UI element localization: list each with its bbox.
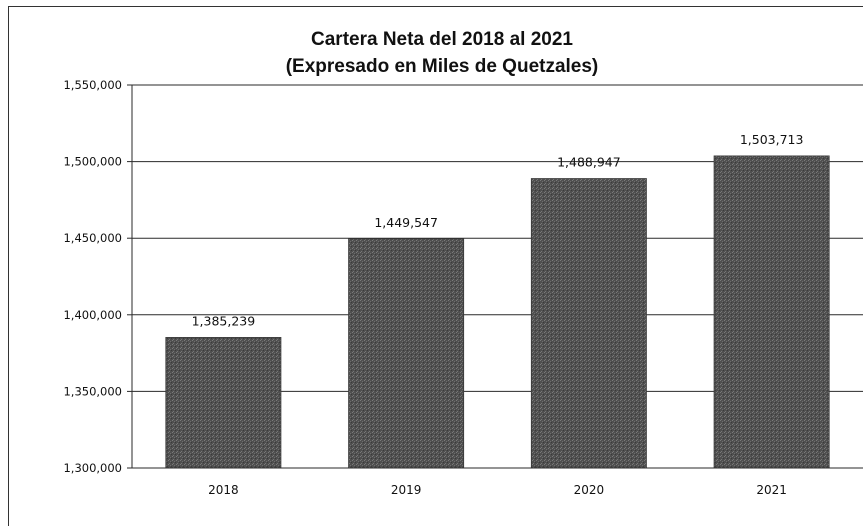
x-tick-label: 2020 (574, 483, 605, 497)
bar-2021 (713, 155, 830, 469)
y-axis: 1,300,000 1,350,000 1,400,000 1,450,000 1,50… (63, 78, 133, 475)
data-label: 1,385,239 (192, 313, 256, 328)
data-label: 1,488,947 (557, 155, 621, 170)
x-tick-label: 2018 (208, 483, 239, 497)
y-tick-label: 1,450,000 (63, 231, 122, 245)
x-tick-label: 2021 (756, 483, 787, 497)
chart-title: Cartera Neta del 2018 al 2021 (311, 29, 573, 50)
y-tick-label: 1,300,000 (63, 461, 122, 475)
y-tick-label: 1,550,000 (63, 78, 122, 92)
chart-subtitle: (Expresado en Miles de Quetzales) (286, 56, 599, 77)
data-label: 1,503,713 (740, 132, 804, 147)
x-tick-label: 2019 (391, 483, 422, 497)
bar-2018 (165, 337, 282, 469)
bar-2020 (530, 178, 647, 469)
y-tick-label: 1,350,000 (63, 384, 122, 398)
data-label: 1,449,547 (374, 215, 438, 230)
y-tick-label: 1,400,000 (63, 308, 122, 322)
bar-2019 (348, 238, 465, 469)
y-tick-label: 1,500,000 (63, 155, 122, 169)
x-axis: 2018 2019 2020 2021 (132, 467, 863, 497)
bars: 1,385,239 1,449,547 1,488,947 1,503,713 (165, 132, 830, 469)
